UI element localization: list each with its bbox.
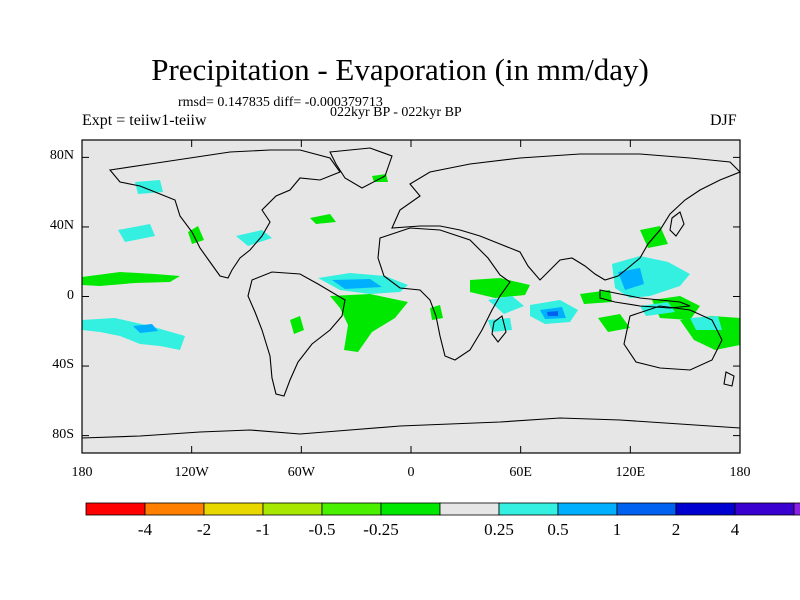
longitude-tick-label: 60E bbox=[509, 465, 532, 480]
anomaly-patch bbox=[618, 268, 644, 290]
colorbar-swatch bbox=[734, 502, 795, 516]
colorbar-label: -4 bbox=[137, 520, 153, 539]
greenland-coastline bbox=[329, 147, 393, 189]
season-label: DJF bbox=[710, 112, 737, 129]
anomaly-patch bbox=[330, 294, 408, 352]
colorbar-swatch bbox=[498, 502, 559, 516]
colorbar-label: -2 bbox=[196, 520, 212, 539]
colorbar-swatch bbox=[203, 502, 264, 516]
anomaly-patch bbox=[547, 311, 558, 316]
anomaly-patch bbox=[135, 180, 163, 194]
colorbar-label: -0.5 bbox=[308, 520, 336, 539]
anomaly-patch bbox=[82, 272, 180, 286]
madagascar-coastline bbox=[491, 315, 507, 343]
period-subtitle: 022kyr BP - 022kyr BP bbox=[330, 105, 462, 120]
longitude-tick-label: 120W bbox=[174, 465, 209, 480]
latitude-ticks bbox=[82, 156, 740, 437]
colorbar bbox=[85, 502, 800, 516]
north-america-coastline bbox=[108, 149, 341, 279]
longitude-tick-label: 60W bbox=[287, 465, 315, 480]
colorbar-swatch bbox=[262, 502, 323, 516]
anomaly-patch bbox=[332, 279, 382, 289]
anomaly-patch bbox=[133, 324, 158, 333]
latitude-tick-label: 80S bbox=[52, 426, 74, 442]
longitude-tick-label: 120E bbox=[615, 465, 646, 480]
anomaly-patch bbox=[82, 318, 185, 350]
colorbar-label: -0.25 bbox=[363, 520, 399, 539]
anomaly-patch bbox=[290, 316, 304, 334]
anomaly-patch bbox=[188, 226, 204, 244]
coastlines bbox=[81, 147, 741, 439]
new-zealand-coastline bbox=[723, 371, 735, 387]
anomaly-patch bbox=[640, 302, 675, 316]
longitude-tick-label: 180 bbox=[71, 465, 93, 480]
chart-title: Precipitation - Evaporation (in mm/day) bbox=[151, 52, 649, 87]
africa-coastline bbox=[377, 227, 511, 361]
rmsd-diff-stats: rmsd= 0.147835 diff= -0.000379713 bbox=[178, 95, 383, 110]
indonesia-coastline bbox=[599, 289, 691, 309]
antarctica-coastline bbox=[81, 417, 741, 439]
anomaly-patch bbox=[488, 318, 512, 332]
anomaly-patch bbox=[118, 224, 155, 242]
japan-coastline bbox=[669, 211, 685, 237]
colorbar-label: 1 bbox=[612, 520, 622, 539]
colorbar-swatch bbox=[321, 502, 382, 516]
anomaly-patch bbox=[580, 290, 612, 304]
latitude-tick-label: 80N bbox=[49, 148, 74, 164]
colorbar-swatch bbox=[439, 502, 500, 516]
colorbar-swatch bbox=[616, 502, 677, 516]
colorbar-label: 0.5 bbox=[547, 520, 569, 539]
latitude-tick-label: 40N bbox=[49, 217, 74, 233]
longitude-ticks bbox=[81, 140, 741, 453]
colorbar-label: -1 bbox=[255, 520, 271, 539]
longitude-tick-label: 180 bbox=[729, 465, 751, 480]
colorbar-swatch bbox=[557, 502, 618, 516]
latitude-tick-label: 40S bbox=[52, 357, 74, 373]
colorbar-swatch bbox=[675, 502, 736, 516]
colorbar-swatch bbox=[793, 502, 800, 516]
eurasia-coastline bbox=[391, 153, 741, 281]
colorbar-label: 0.25 bbox=[484, 520, 514, 539]
colorbar-swatch bbox=[85, 502, 146, 516]
south-america-coastline bbox=[247, 271, 346, 397]
colorbar-label: 2 bbox=[671, 520, 681, 539]
colorbar-label: 4 bbox=[730, 520, 740, 539]
australia-coastline bbox=[623, 305, 723, 371]
latitude-tick-label: 0 bbox=[67, 287, 74, 303]
anomaly-patch bbox=[310, 214, 336, 224]
longitude-tick-label: 0 bbox=[407, 465, 415, 480]
anomaly-patch bbox=[598, 314, 630, 332]
experiment-label: Expt = teiiw1-teiiw bbox=[82, 112, 207, 129]
anomaly-patch bbox=[470, 278, 530, 298]
colorbar-swatch bbox=[380, 502, 441, 516]
colorbar-swatch bbox=[144, 502, 205, 516]
anomaly-patch bbox=[690, 316, 722, 330]
